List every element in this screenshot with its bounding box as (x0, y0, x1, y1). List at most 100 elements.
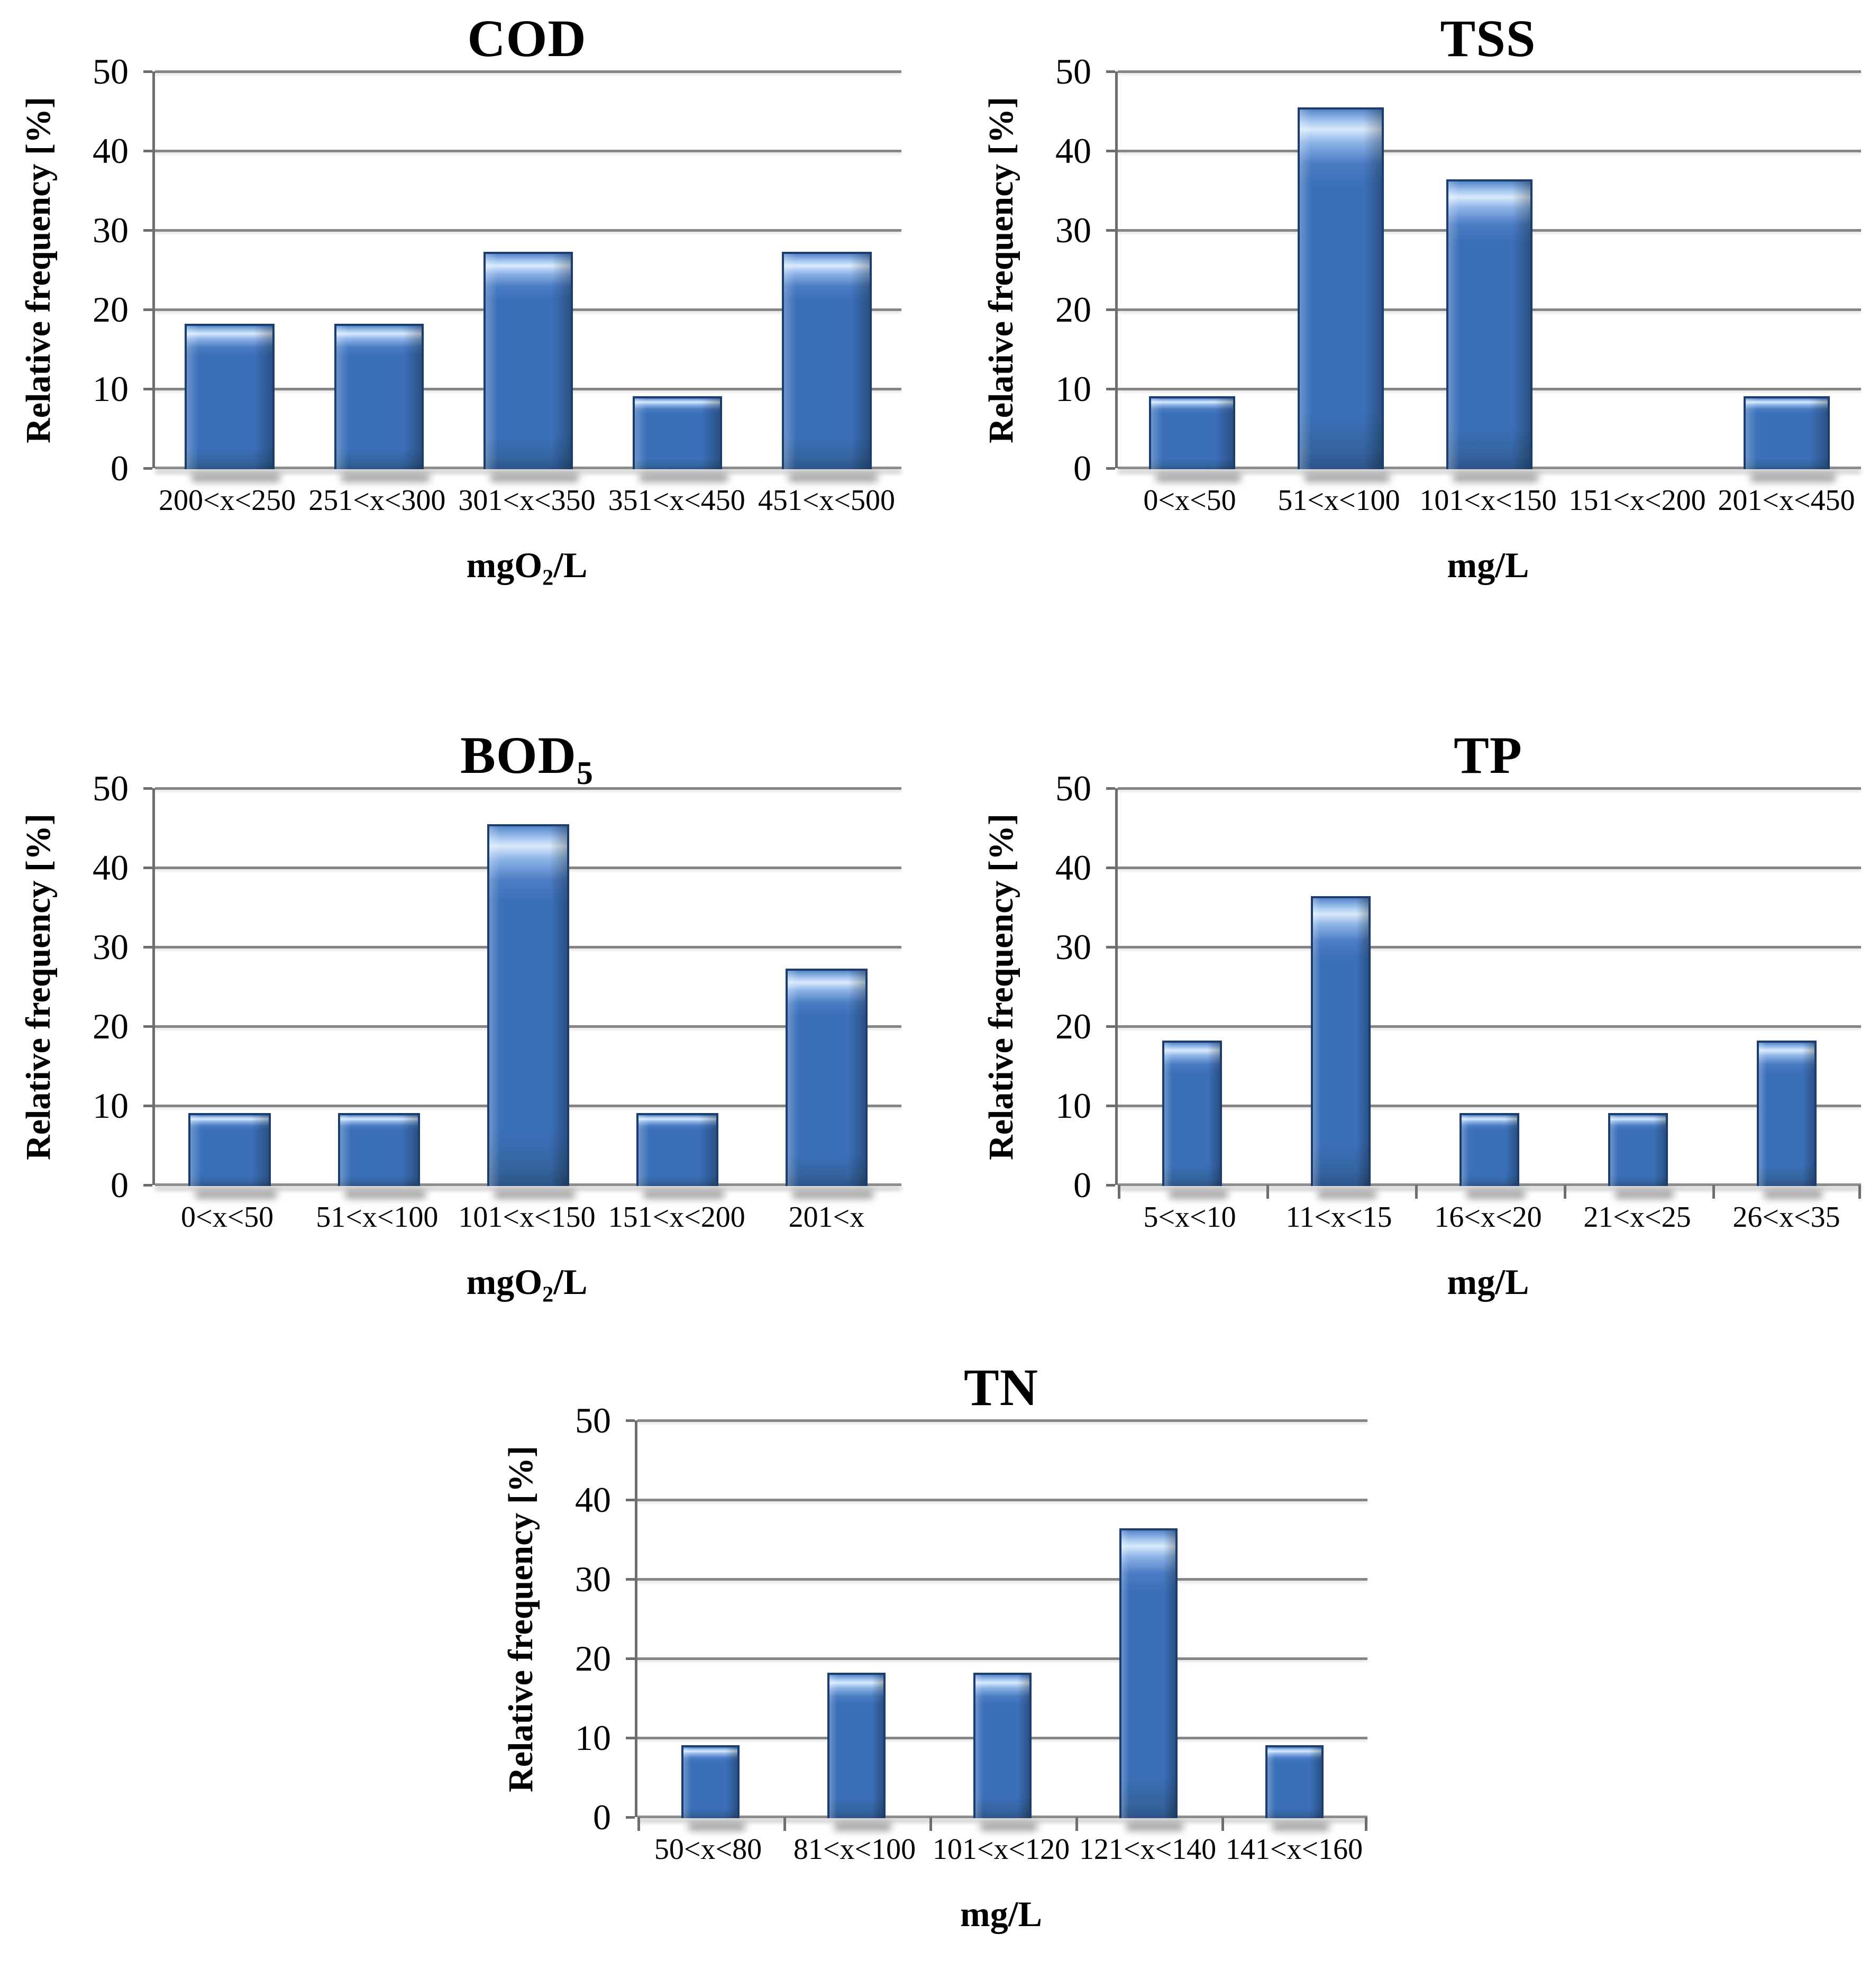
chart-tp: TP Relative frequency [%] 0 10 20 30 40 50 5<… (978, 722, 1861, 1303)
y-axis-tick (626, 1657, 635, 1660)
chart-bod5: BOD5 Relative frequency [%] 0 10 20 30 40 50 … (15, 722, 901, 1306)
x-axis-tick (1415, 1185, 1418, 1199)
y-axis-title-text: Relative frequency [%] (19, 96, 58, 443)
y-tick-label: 20 (93, 289, 129, 330)
chart-cod: COD Relative frequency [%] 0 10 20 30 40 50 2… (15, 5, 901, 590)
x-axis-category-labels: 0<x<50 51<x<100 101<x<150 151<x<200 201<… (1115, 484, 1861, 517)
y-axis-tick (1106, 787, 1115, 790)
bar-shadow (1750, 473, 1836, 482)
x-category-label: 0<x<50 (1143, 484, 1236, 517)
gridline (637, 1419, 1367, 1422)
y-axis-title-text: Relative frequency [%] (982, 813, 1020, 1160)
x-axis-tick (1221, 1817, 1224, 1831)
y-axis-tick (143, 387, 152, 390)
y-axis-tick (143, 1025, 152, 1028)
gridline (1118, 149, 1861, 152)
x-category-label: 351<x<450 (608, 484, 745, 517)
x-category-label: 151<x<200 (608, 1201, 745, 1234)
y-axis-title: Relative frequency [%] (15, 71, 62, 468)
bar (1744, 396, 1830, 469)
gridline (155, 149, 901, 152)
y-axis-tick (143, 70, 152, 73)
x-category-label: 201<x (788, 1201, 865, 1234)
x-category-label: 50<x<80 (654, 1833, 762, 1866)
plot-area (143, 787, 901, 1199)
y-axis-tick (1106, 1104, 1115, 1107)
bar (786, 968, 868, 1186)
y-axis-title-text: Relative frequency [%] (982, 96, 1020, 443)
y-tick-label: 50 (1055, 51, 1091, 92)
y-axis-tick (626, 1419, 635, 1422)
bar (782, 251, 872, 469)
x-category-label: 101<x<150 (1419, 484, 1557, 517)
x-category-label: 51<x<100 (316, 1201, 439, 1234)
x-axis-unit-label: mg/L (960, 1894, 1042, 1934)
y-tick-label: 30 (1055, 927, 1091, 967)
chart-title: COD (467, 9, 587, 68)
bar (1459, 1112, 1519, 1186)
chart-title: TP (1454, 726, 1522, 785)
y-axis-tick (1106, 70, 1115, 73)
y-axis-title: Relative frequency [%] (15, 788, 62, 1185)
y-axis-title: Relative frequency [%] (497, 1420, 545, 1817)
y-axis-tick (626, 1577, 635, 1581)
bar-shadow (195, 1190, 277, 1199)
y-tick-label: 50 (93, 51, 129, 92)
bar (1265, 1745, 1324, 1818)
x-category-label: 201<x<450 (1718, 484, 1855, 517)
bar (1311, 896, 1371, 1186)
bar-shadow (639, 473, 729, 482)
gridline (155, 70, 901, 73)
x-axis-tick (783, 1817, 786, 1831)
x-category-label: 0<x<50 (181, 1201, 274, 1234)
y-axis-tick (626, 1816, 635, 1819)
y-axis-tick (1106, 308, 1115, 311)
y-tick-label: 0 (1073, 1165, 1091, 1205)
bar-shadow (792, 1190, 874, 1199)
x-category-label: 101<x<120 (932, 1833, 1070, 1866)
y-axis-tick-labels: 0 10 20 30 40 50 (62, 53, 152, 486)
x-axis-category-labels: 50<x<80 81<x<100 101<x<120 121<x<140 141… (635, 1833, 1367, 1866)
bar-shadow (1763, 1190, 1823, 1199)
bar-shadow (191, 473, 281, 482)
plot-area (1106, 70, 1861, 482)
x-axis-unit-label: mgO2/L (466, 545, 588, 590)
x-category-label: 301<x<350 (458, 484, 596, 517)
bar-shadow (979, 1822, 1038, 1831)
y-axis-title-text: Relative frequency [%] (501, 1445, 540, 1792)
x-category-label: 151<x<200 (1568, 484, 1706, 517)
y-tick-label: 10 (93, 369, 129, 409)
x-axis-unit-label: mg/L (1447, 1262, 1529, 1302)
chart-title: BOD5 (460, 726, 594, 791)
y-tick-label: 10 (1055, 369, 1091, 409)
gridline (637, 1657, 1367, 1660)
y-axis-tick (143, 308, 152, 311)
y-tick-label: 30 (93, 210, 129, 250)
y-axis-tick (1106, 866, 1115, 869)
gridline (1118, 866, 1861, 869)
x-category-label: 141<x<160 (1225, 1833, 1363, 1866)
gridline (155, 787, 901, 790)
chart-tss: TSS Relative frequency [%] 0 10 20 30 40 50 0… (978, 5, 1861, 586)
y-tick-label: 10 (93, 1086, 129, 1126)
bar (483, 251, 573, 469)
y-axis-tick-labels: 0 10 20 30 40 50 (545, 1402, 635, 1835)
gridline (1118, 1104, 1861, 1107)
y-axis-tick (1106, 387, 1115, 390)
y-tick-label: 0 (111, 1165, 129, 1205)
y-tick-label: 0 (593, 1797, 611, 1837)
y-tick-label: 40 (93, 131, 129, 171)
x-axis-tick (1266, 1185, 1269, 1199)
y-axis-tick (143, 149, 152, 152)
y-axis-tick (1106, 1183, 1115, 1187)
x-category-label: 16<x<20 (1434, 1201, 1542, 1234)
x-category-label: 101<x<150 (458, 1201, 596, 1234)
y-tick-label: 40 (575, 1480, 611, 1520)
bar (1162, 1041, 1222, 1186)
bar-shadow (1453, 473, 1539, 482)
x-category-label: 51<x<100 (1278, 484, 1400, 517)
bar (334, 324, 424, 469)
bar (1119, 1528, 1178, 1818)
bar (1446, 179, 1533, 469)
gridline (1118, 945, 1861, 949)
